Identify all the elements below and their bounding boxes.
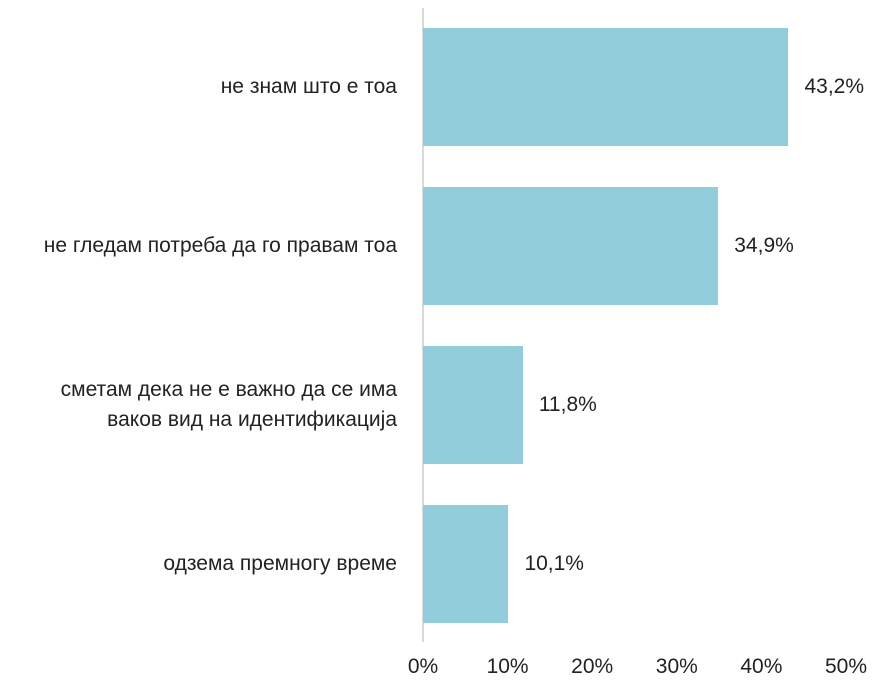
value-label: 11,8% <box>538 393 597 416</box>
bar <box>423 346 523 464</box>
bar <box>423 28 789 146</box>
category-label: не знам што е тоа <box>220 75 397 98</box>
value-label: 34,9% <box>734 234 794 257</box>
x-tick-label: 10% <box>486 655 529 678</box>
bar <box>423 187 719 305</box>
axis-line <box>422 8 424 642</box>
category-label: не гледам потреба да го правам тоа <box>43 234 397 257</box>
x-tick-label: 20% <box>571 655 614 678</box>
value-label: 10,1% <box>524 552 584 575</box>
category-label: сметам дека не е важно да се има ваков в… <box>60 378 397 431</box>
value-label: 43,2% <box>804 75 865 98</box>
x-tick-label: 50% <box>824 655 868 678</box>
bar <box>423 505 509 623</box>
x-tick-label: 40% <box>740 655 783 678</box>
category-label: одзема премногу време <box>163 552 397 575</box>
x-tick-label: 0% <box>407 655 439 678</box>
x-tick-label: 30% <box>655 655 698 678</box>
